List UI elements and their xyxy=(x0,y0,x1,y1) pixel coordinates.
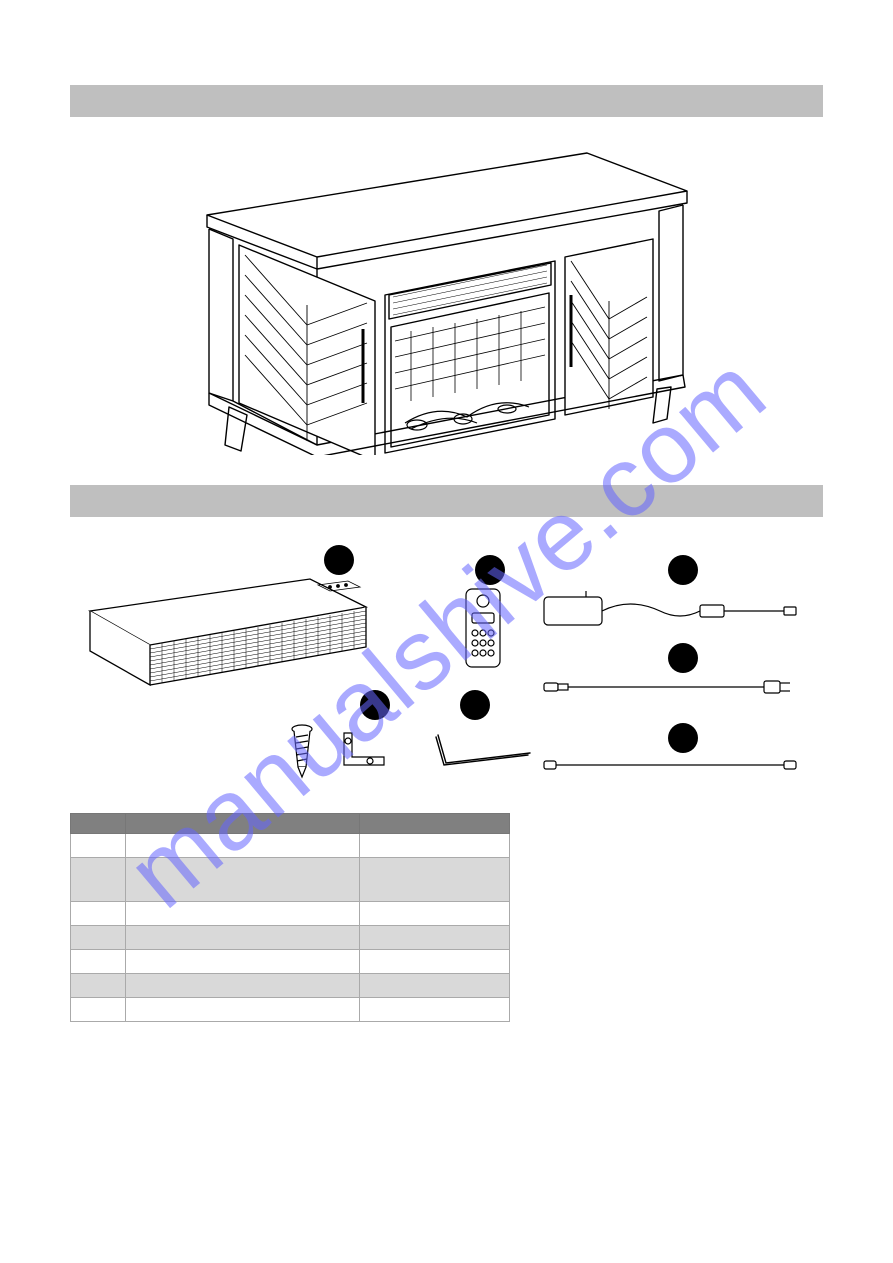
page xyxy=(0,0,893,1062)
part-badge-d xyxy=(668,643,698,673)
part-badge-e xyxy=(668,723,698,753)
part-d-cable-plug xyxy=(540,673,800,703)
part-f-screw-bracket xyxy=(284,721,414,787)
section-bar-parts xyxy=(70,485,823,517)
part-g-allen-key xyxy=(426,731,536,775)
part-badge-b xyxy=(475,555,505,585)
table-header-row xyxy=(71,814,510,834)
table-row xyxy=(71,950,510,974)
col-header-1 xyxy=(125,814,359,834)
parts-table xyxy=(70,813,510,1022)
table-row xyxy=(71,998,510,1022)
part-a-soundbar xyxy=(80,567,380,687)
col-header-2 xyxy=(360,814,510,834)
product-isometric-drawing xyxy=(167,145,727,455)
table-row xyxy=(71,974,510,998)
table-row xyxy=(71,926,510,950)
part-badge-c xyxy=(668,555,698,585)
col-header-0 xyxy=(71,814,126,834)
parts-area xyxy=(70,545,823,805)
part-badge-f xyxy=(360,690,390,720)
part-e-cable xyxy=(540,753,800,777)
section-bar-top xyxy=(70,85,823,117)
part-c-power-adapter xyxy=(540,587,800,635)
part-b-remote xyxy=(460,585,510,673)
table-row xyxy=(71,858,510,902)
table-row xyxy=(71,902,510,926)
part-badge-g xyxy=(460,690,490,720)
table-row xyxy=(71,834,510,858)
